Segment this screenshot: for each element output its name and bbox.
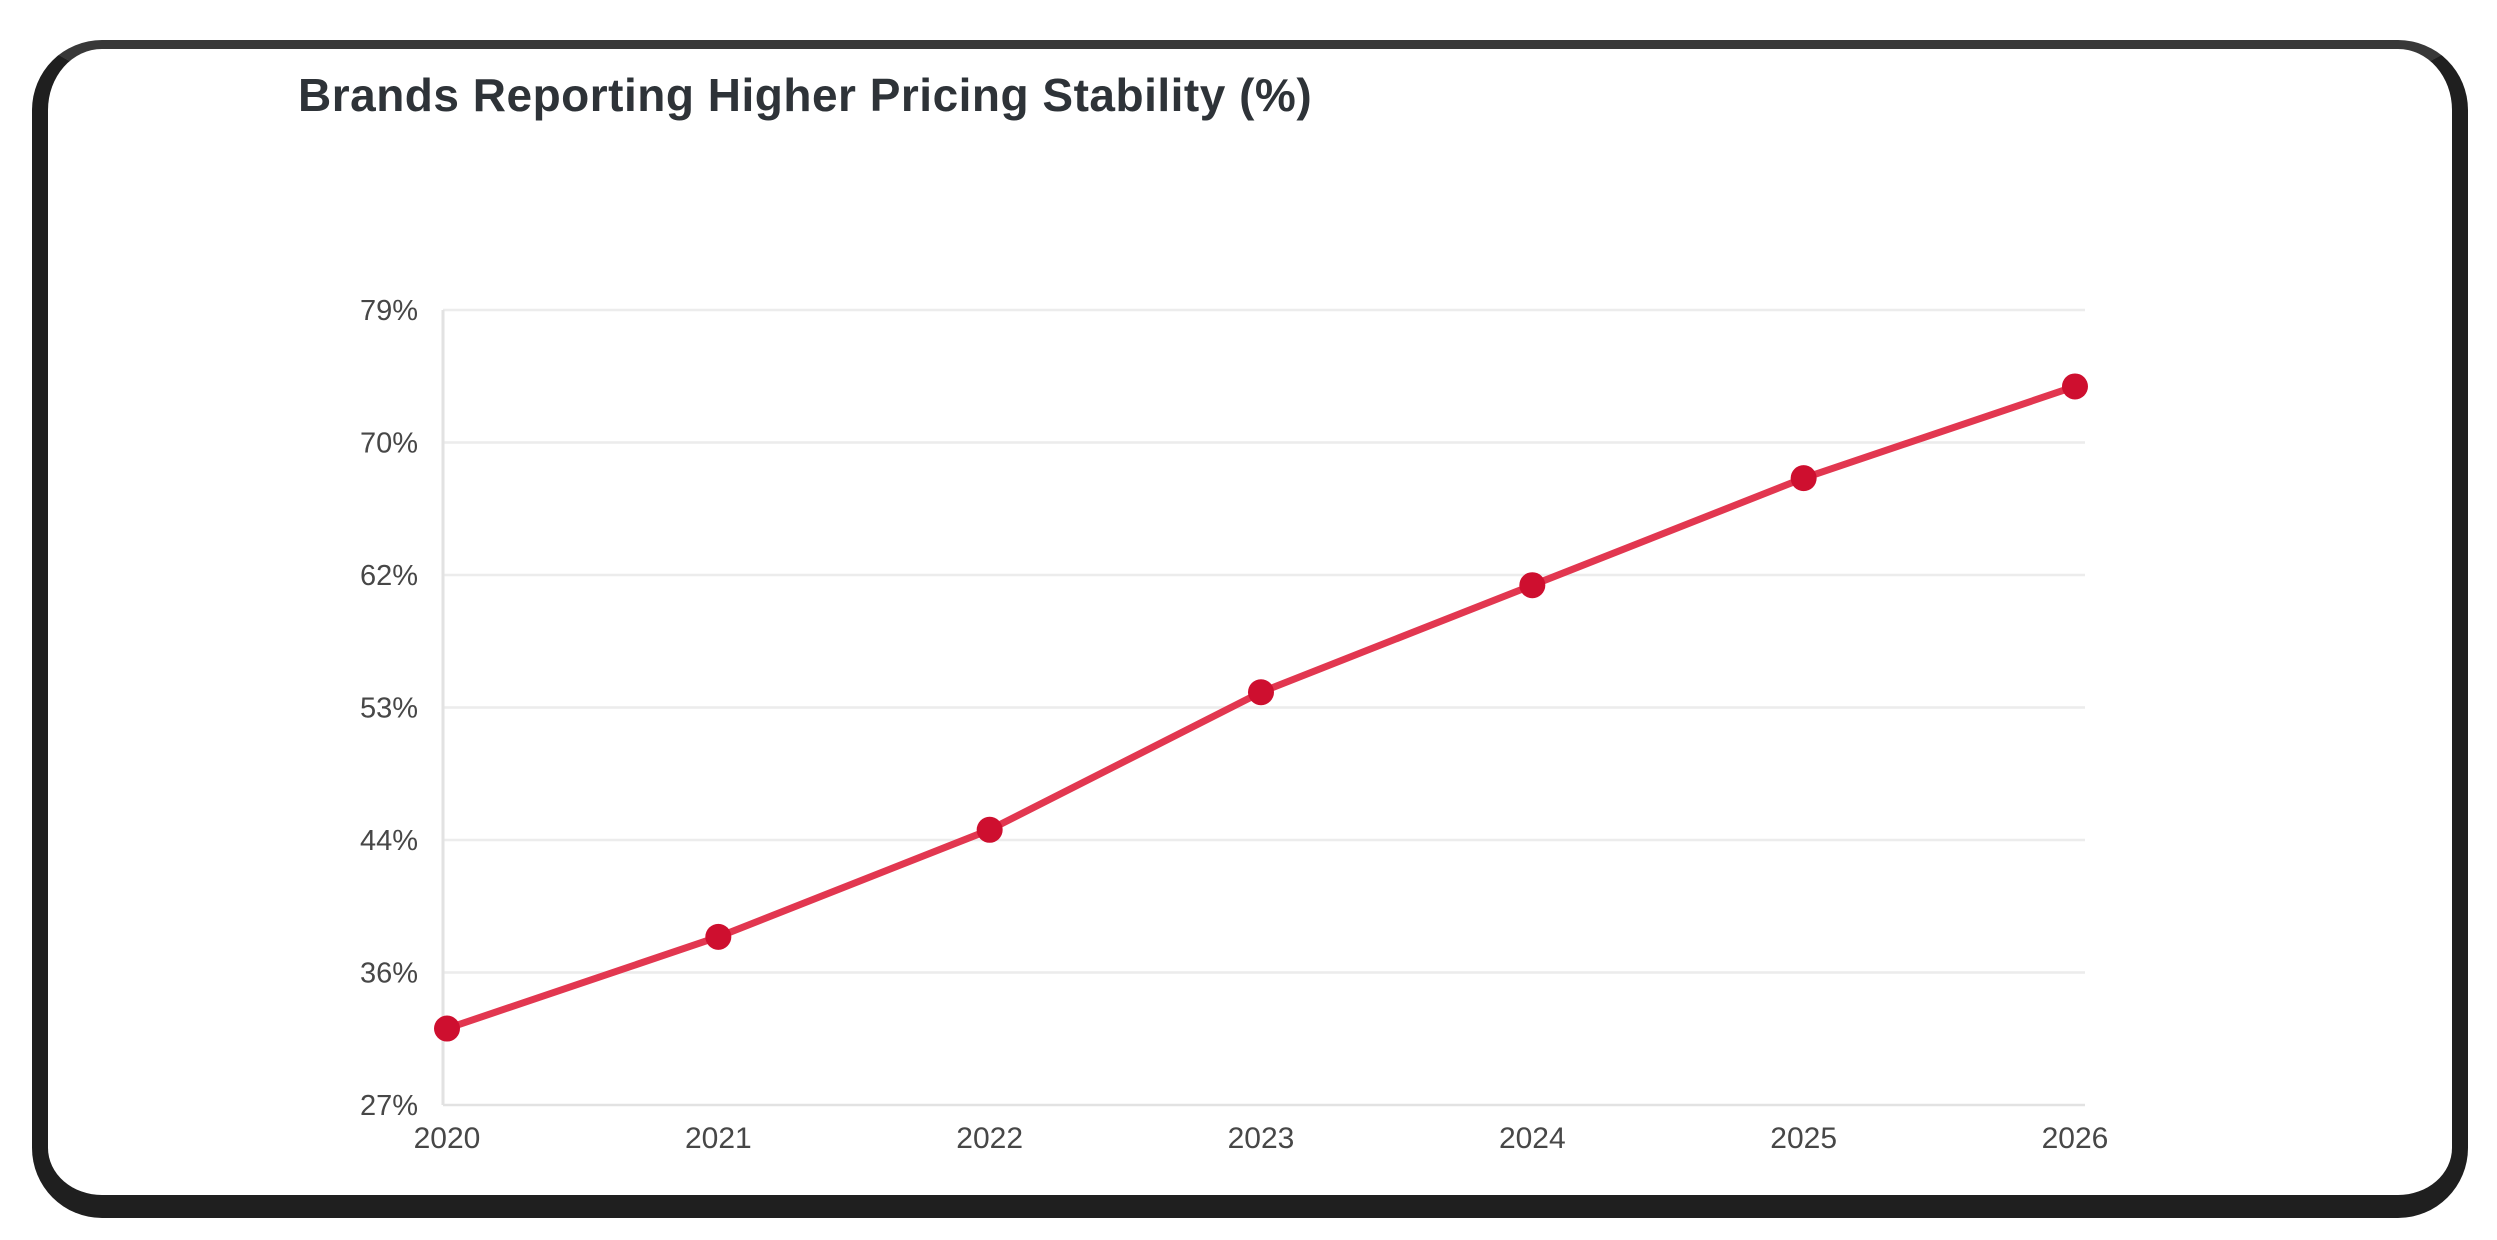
data-point-2025[interactable] [1790, 465, 1817, 492]
data-point-2024[interactable] [1519, 572, 1546, 599]
x-axis-tick-label: 2025 [1770, 1122, 1837, 1155]
data-point-2023[interactable] [1247, 679, 1274, 706]
data-point-2022[interactable] [976, 816, 1003, 843]
x-axis-tick-label: 2021 [685, 1122, 752, 1155]
y-axis-tick-label: 36% [360, 958, 418, 990]
y-axis-tick-label: 53% [360, 693, 418, 725]
x-axis-tick-label: 2022 [956, 1122, 1023, 1155]
data-point-2021[interactable] [705, 923, 732, 950]
y-axis-tick-label: 70% [360, 428, 418, 460]
y-axis-tick-label: 79% [360, 295, 418, 327]
y-axis-tick-label: 62% [360, 560, 418, 592]
data-point-2026[interactable] [2061, 373, 2088, 400]
data-point-2020[interactable] [434, 1015, 460, 1042]
y-axis-tick-label: 27% [360, 1090, 418, 1122]
x-axis-tick-label: 2026 [2042, 1122, 2109, 1155]
chart-title: Brands Reporting Higher Pricing Stabilit… [298, 69, 1313, 121]
x-axis-tick-label: 2024 [1499, 1122, 1566, 1155]
x-axis-tick-label: 2020 [414, 1122, 481, 1155]
y-axis-tick-label: 44% [360, 825, 418, 857]
x-axis-tick-label: 2023 [1228, 1122, 1295, 1155]
